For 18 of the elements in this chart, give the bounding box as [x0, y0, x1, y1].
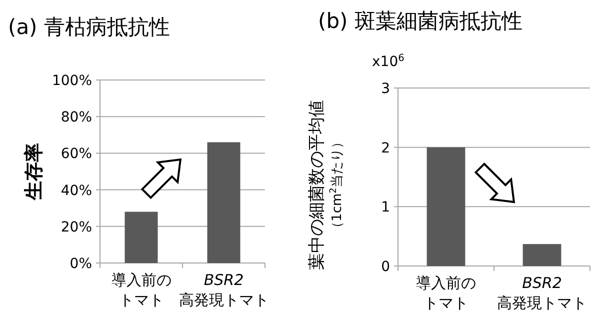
- x-tick-label: BSR2 高発現トマト: [497, 274, 587, 312]
- y-tick-label: 40%: [60, 182, 92, 199]
- x-tick-label: 導入前のトマト: [416, 274, 476, 312]
- y-axis-title: 生存率: [23, 143, 45, 201]
- y-tick-label: 20%: [60, 219, 92, 236]
- text: x10$^{6}$: [372, 52, 404, 70]
- x-tick-label: BSR2 高発現トマト: [178, 271, 269, 309]
- y-tick-label: 0%: [70, 256, 92, 272]
- x-tick-label: 導入前のトマト: [111, 271, 172, 309]
- y-tick-label: 1: [381, 200, 390, 216]
- y-tick-label: 80%: [60, 110, 92, 126]
- chart-title: (b) 斑葉細菌病抵抗性: [318, 9, 522, 33]
- y-tick-label: 2: [381, 140, 390, 156]
- y-tick-label: 100%: [52, 73, 92, 89]
- y-tick-label: 0: [381, 259, 390, 275]
- y-tick-label: 60%: [60, 146, 92, 162]
- y-tick-label: 3: [381, 81, 390, 97]
- chart-title: (a) 青枯病抵抗性: [8, 15, 170, 39]
